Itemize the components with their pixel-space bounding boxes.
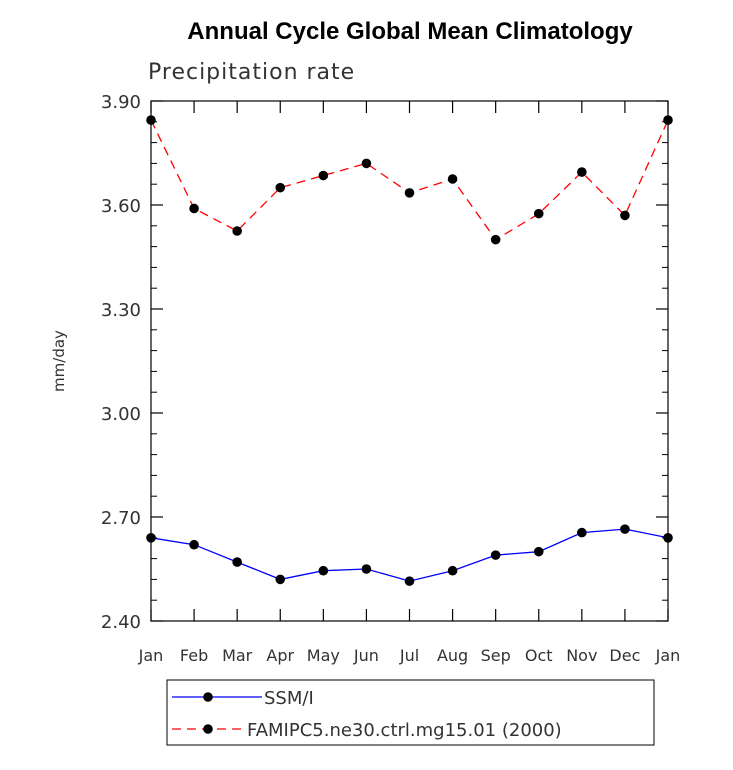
x-tick-label: Nov: [566, 646, 597, 665]
series-0-point: [620, 524, 630, 534]
series-1-point: [490, 234, 501, 245]
legend-box: [166, 679, 655, 746]
x-tick-label: Jul: [399, 646, 419, 665]
series-0-point: [447, 565, 458, 576]
y-tick-label: 3.30: [101, 300, 141, 321]
plot-frame: [150, 100, 669, 622]
x-tick-label: Mar: [222, 646, 253, 665]
y-axis-label: mm/day: [50, 330, 68, 392]
series-0-point: [577, 527, 587, 538]
legend-marker-famipc5: [203, 724, 213, 734]
x-tick-label: Apr: [266, 646, 294, 665]
legend-label-famipc5: FAMIPC5.ne30.ctrl.mg15.01 (2000): [247, 720, 562, 741]
series-0-point: [275, 574, 286, 585]
series-1-point: [361, 158, 372, 169]
series-0-point: [490, 550, 501, 560]
x-tick-label: Sep: [481, 646, 511, 665]
series-0-point: [533, 546, 544, 557]
x-tick-label: Dec: [609, 646, 640, 665]
chart-subtitle: Precipitation rate: [148, 60, 355, 85]
chart-title: Annual Cycle Global Mean Climatology: [187, 18, 633, 45]
series-1-point: [533, 208, 544, 219]
series-1-point: [189, 203, 199, 214]
series-group: [146, 115, 673, 586]
series-1-point: [447, 174, 458, 184]
y-tick-label: 2.40: [101, 612, 141, 633]
y-tick-label: 3.90: [101, 92, 141, 113]
x-tick-label: May: [307, 646, 340, 665]
legend-label-ssm-i: SSM/I: [264, 688, 314, 709]
series-0-point: [361, 564, 372, 574]
series-1-point: [275, 182, 286, 193]
series-0-point: [232, 557, 242, 567]
legend-marker-ssm-i: [203, 692, 213, 702]
legend: SSM/I FAMIPC5.ne30.ctrl.mg15.01 (2000): [166, 679, 655, 746]
x-tick-label: Jan: [138, 646, 164, 665]
series-1-point: [620, 210, 630, 221]
x-tick-label: Feb: [180, 646, 208, 665]
series-1-point: [318, 170, 329, 181]
series-1-point: [577, 167, 587, 177]
y-tick-label: 3.60: [101, 196, 141, 217]
series-1-point: [404, 188, 415, 198]
x-tick-label: Oct: [525, 646, 553, 665]
series-1-point: [232, 226, 242, 236]
x-tick-label: Jun: [353, 646, 379, 665]
series-0-point: [189, 539, 199, 550]
x-tick-label: Jan: [655, 646, 681, 665]
y-tick-label: 2.70: [101, 508, 141, 529]
y-tick-label: 3.00: [101, 404, 141, 425]
series-line-0: [150, 528, 669, 582]
series-0-point: [404, 576, 415, 586]
axis-ticks: 2.40 2.70 3.00 3.30 3.60 3.90 Jan Feb Mar Apr May J…: [101, 92, 680, 665]
series-line-1: [150, 119, 669, 241]
series-0-point: [318, 565, 329, 576]
x-tick-label: Aug: [437, 646, 468, 665]
